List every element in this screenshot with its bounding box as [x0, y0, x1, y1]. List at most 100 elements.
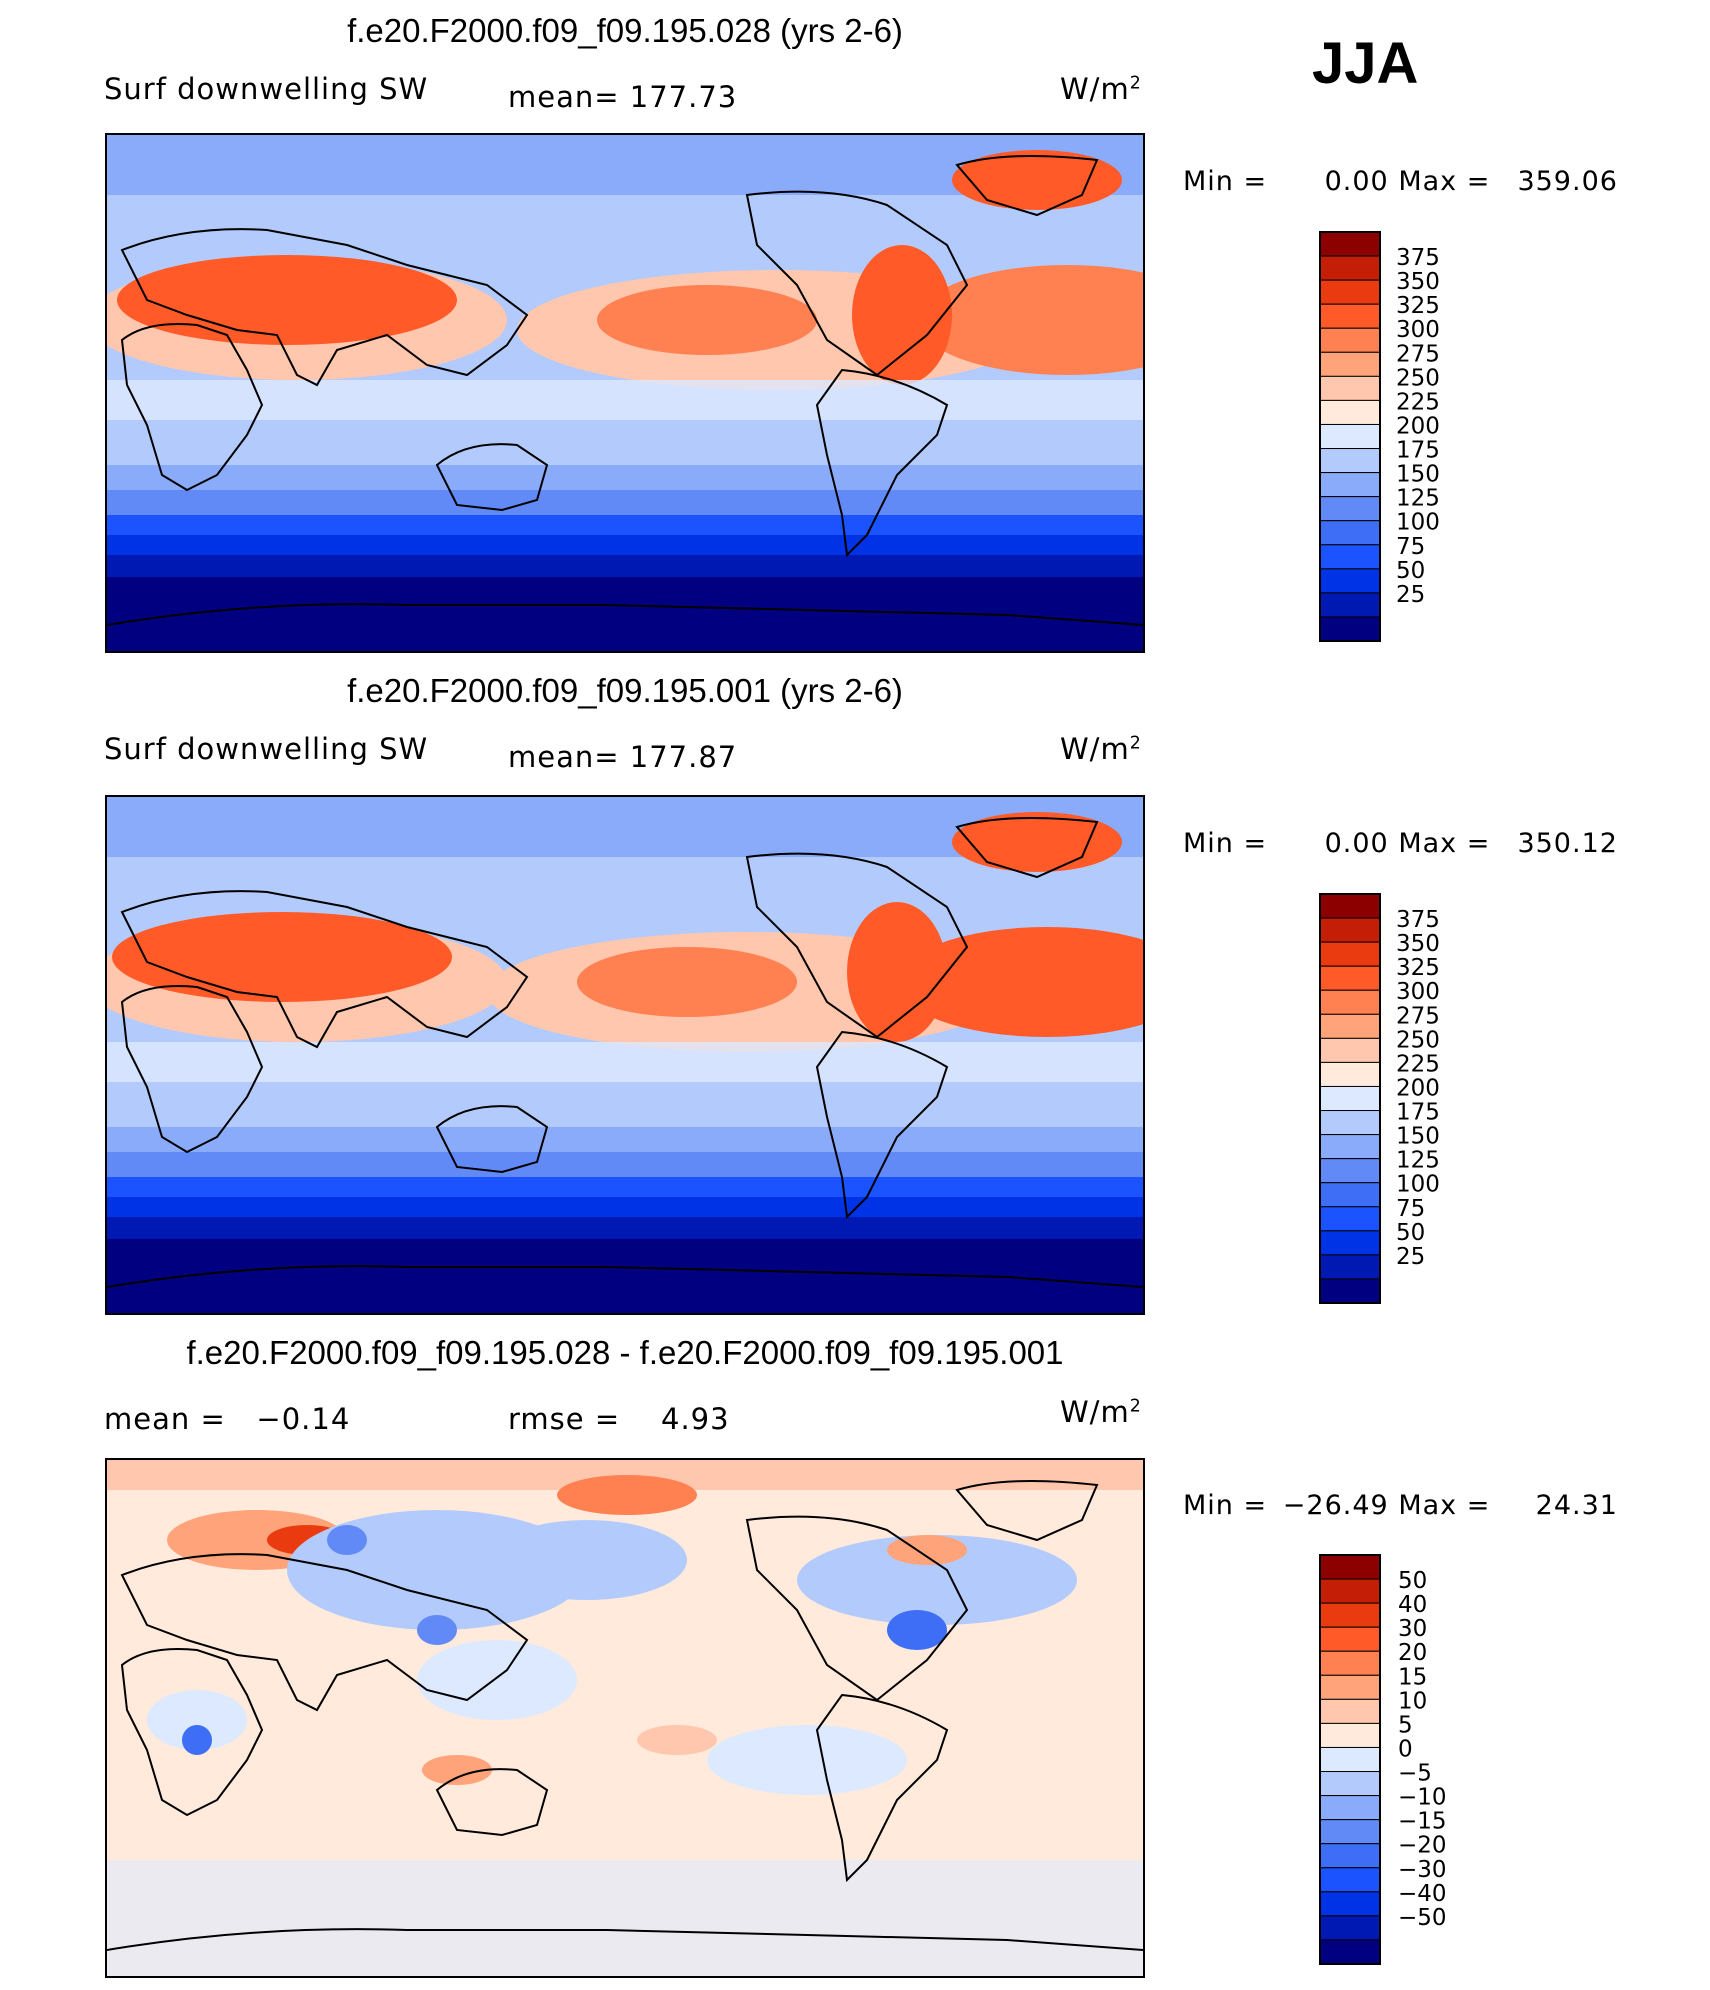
- colorbar-tick-label: 150: [1396, 462, 1440, 488]
- panel3-units: W/m2: [1060, 1395, 1142, 1429]
- panel3-rmse: rmse = 4.93: [508, 1402, 730, 1436]
- colorbar-tick-label: −5: [1398, 1761, 1432, 1787]
- panel3-blob-i: [327, 1525, 367, 1555]
- colorbar-swatch: [1319, 1939, 1381, 1965]
- colorbar-swatch: [1319, 893, 1381, 919]
- panel1-colorbar: 3753503253002752502252001751501251007550…: [1319, 231, 1440, 642]
- colorbar-swatch: [1319, 1698, 1381, 1724]
- panel3-blob-e: [487, 1520, 687, 1600]
- colorbar-tick-label: 175: [1396, 438, 1440, 464]
- panel1-coast-namerica: [745, 190, 969, 377]
- panel1-units-exp: 2: [1129, 73, 1142, 94]
- colorbar-tick-label: 100: [1396, 510, 1440, 536]
- panel1-band-3: [107, 515, 1143, 535]
- panel1-mean: mean= 177.73: [508, 80, 737, 114]
- colorbar-tick-label: 250: [1396, 365, 1440, 391]
- panel1-variable: Surf downwelling SW: [104, 72, 429, 106]
- panel2-mean-label: mean=: [508, 740, 620, 774]
- colorbar-tick-label: −15: [1398, 1809, 1447, 1835]
- colorbar-tick-label: 350: [1396, 269, 1440, 295]
- colorbar-swatch: [1319, 1110, 1381, 1136]
- panel2-blob-d: [577, 947, 797, 1017]
- panel3-blob-g: [887, 1535, 967, 1565]
- panel2-max-label: Max =: [1398, 828, 1491, 859]
- panel1-coast-greenland: [955, 155, 1099, 217]
- panel1-band-5: [107, 555, 1143, 577]
- colorbar-tick-label: 75: [1396, 1196, 1425, 1222]
- colorbar-swatch: [1319, 1254, 1381, 1280]
- colorbar-tick-label: −10: [1398, 1785, 1447, 1811]
- panel3-blob-f: [797, 1535, 1077, 1625]
- colorbar-swatch: [1319, 917, 1381, 943]
- colorbar-tick-label: −40: [1398, 1881, 1447, 1907]
- colorbar-swatch: [1319, 941, 1381, 967]
- panel3-coast-africa: [120, 1648, 264, 1817]
- colorbar-swatch: [1319, 568, 1381, 594]
- colorbar-swatch: [1319, 1674, 1381, 1700]
- panel2-band-2: [107, 1152, 1143, 1177]
- colorbar-swatch: [1319, 592, 1381, 618]
- panel2-coast-samerica: [815, 1030, 949, 1220]
- colorbar-tick-label: 125: [1396, 1148, 1440, 1174]
- panel3-min-value: −26.49: [1282, 1490, 1389, 1521]
- panel2-coast-africa: [120, 985, 264, 1154]
- panel1-blob-b: [117, 255, 457, 345]
- colorbar-tick-label: 0: [1398, 1736, 1413, 1762]
- panel2-variable: Surf downwelling SW: [104, 732, 429, 766]
- colorbar-tick-label: 350: [1396, 931, 1440, 957]
- panel1-mean-label: mean=: [508, 80, 620, 114]
- panel2-max-value: 350.12: [1517, 828, 1618, 859]
- panel2-map-svg: [107, 797, 1143, 1313]
- colorbar-tick-label: 10: [1398, 1688, 1427, 1714]
- panel3-blob-n: [707, 1725, 907, 1795]
- colorbar-tick-label: 30: [1398, 1616, 1427, 1642]
- panel3-title: f.e20.F2000.f09_f09.195.028 - f.e20.F200…: [186, 1334, 1064, 1371]
- colorbar-swatch: [1319, 375, 1381, 401]
- panel3-mean-label: mean =: [104, 1402, 226, 1436]
- colorbar-tick-label: 125: [1396, 486, 1440, 512]
- colorbar-swatch: [1319, 1278, 1381, 1304]
- panel1-max-value: 359.06: [1517, 166, 1618, 197]
- panel3-blob-p: [637, 1725, 717, 1755]
- colorbar-swatch: [1319, 1554, 1381, 1580]
- colorbar-tick-label: 225: [1396, 389, 1440, 415]
- panel1-min-value: 0.00: [1324, 166, 1389, 197]
- panel3-map-svg: [107, 1460, 1143, 1976]
- colorbar-tick-label: 50: [1396, 1220, 1425, 1246]
- panel2-band-1: [107, 1127, 1143, 1152]
- colorbar-swatch: [1319, 472, 1381, 498]
- colorbar-tick-label: 150: [1396, 1124, 1440, 1150]
- colorbar-tick-label: 15: [1398, 1664, 1427, 1690]
- panel1-coast-australia: [435, 443, 549, 512]
- panel3-minmax: Min = −26.49 Max = 24.31: [1183, 1490, 1618, 1521]
- colorbar-frame: [1319, 893, 1381, 1304]
- colorbar-swatch: [1319, 544, 1381, 570]
- panel3-coast-namerica: [745, 1515, 969, 1702]
- colorbar-tick-label: 250: [1396, 1027, 1440, 1053]
- panel3-blob-o: [422, 1755, 492, 1785]
- panel2-min-label: Min =: [1183, 828, 1268, 859]
- panel3-coast-eurasia: [120, 1553, 529, 1712]
- colorbar-swatch: [1319, 496, 1381, 522]
- colorbar-swatch: [1319, 231, 1381, 257]
- colorbar-tick-label: 375: [1396, 907, 1440, 933]
- panel3-coastlines: [107, 1480, 1143, 1951]
- colorbar-tick-label: 300: [1396, 317, 1440, 343]
- colorbar-tick-label: 100: [1396, 1172, 1440, 1198]
- colorbar-swatch: [1319, 327, 1381, 353]
- colorbar-swatch: [1319, 1891, 1381, 1917]
- panel1-map-svg: [107, 135, 1143, 651]
- colorbar-tick-label: 175: [1396, 1100, 1440, 1126]
- colorbar-tick-label: 300: [1396, 979, 1440, 1005]
- panel3-blob-k: [147, 1690, 247, 1750]
- panel3-mean: mean = −0.14: [104, 1402, 350, 1436]
- colorbar-swatch: [1319, 1182, 1381, 1208]
- panel3-rmse-value: 4.93: [661, 1402, 730, 1436]
- colorbar-swatch: [1319, 1061, 1381, 1087]
- panel2-coast-greenland: [955, 817, 1099, 879]
- panel2-mean: mean= 177.87: [508, 740, 737, 774]
- panel1-map: [105, 133, 1145, 653]
- colorbar-swatch: [1319, 255, 1381, 281]
- panel2-blob-e: [897, 927, 1143, 1037]
